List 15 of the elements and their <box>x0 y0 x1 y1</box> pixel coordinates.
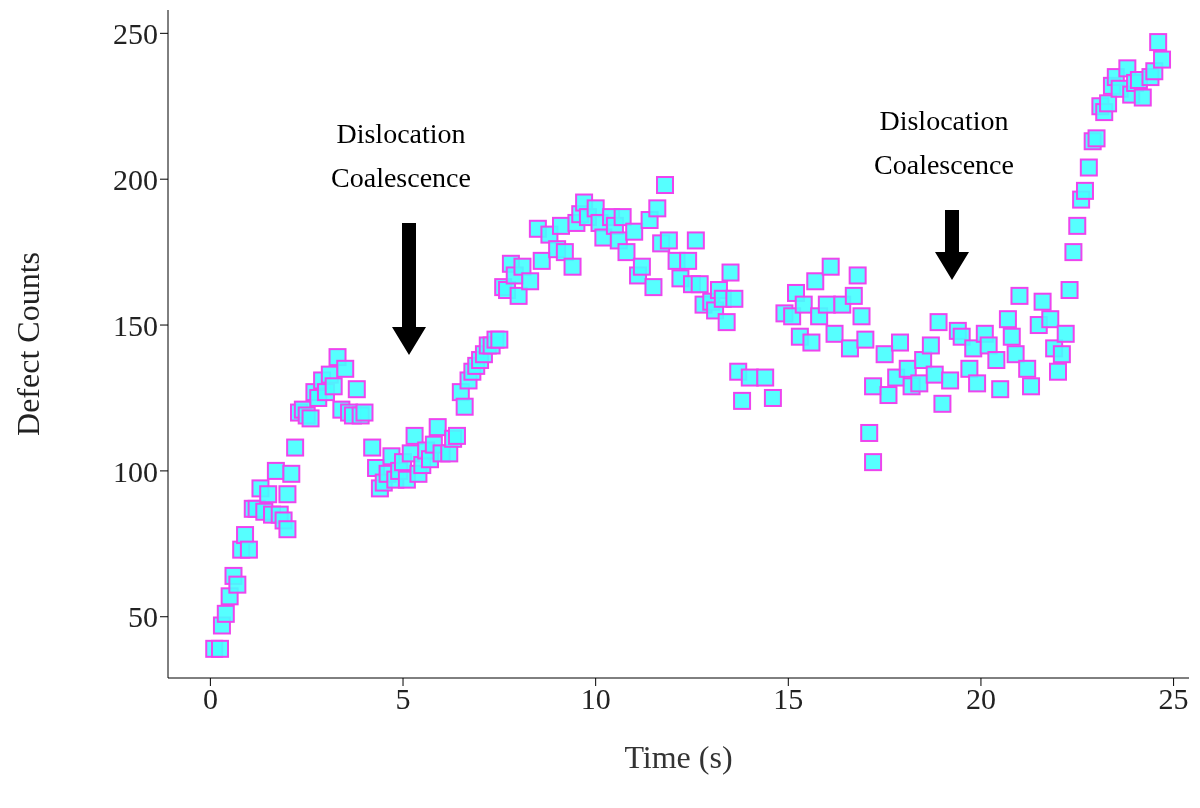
annotation: Dislocation Coalescence <box>331 118 471 193</box>
y-tick-label: 150 <box>113 308 158 342</box>
x-tick-label: 20 <box>965 682 996 716</box>
x-tick-label: 0 <box>202 682 218 716</box>
y-axis-title: Defect Counts <box>10 252 47 436</box>
y-tick-label: 250 <box>113 16 158 50</box>
y-tick-label: 50 <box>128 600 158 634</box>
x-tick-label: 10 <box>580 682 611 716</box>
x-axis-title: Time (s) <box>624 739 733 775</box>
x-tick-label: 15 <box>773 682 804 716</box>
annotation: Dislocation Coalescence <box>874 105 1014 180</box>
x-tick-label: 25 <box>1158 682 1189 716</box>
y-tick-label: 100 <box>113 454 158 488</box>
y-tick-label: 200 <box>113 162 158 196</box>
x-tick-label: 5 <box>395 682 411 716</box>
